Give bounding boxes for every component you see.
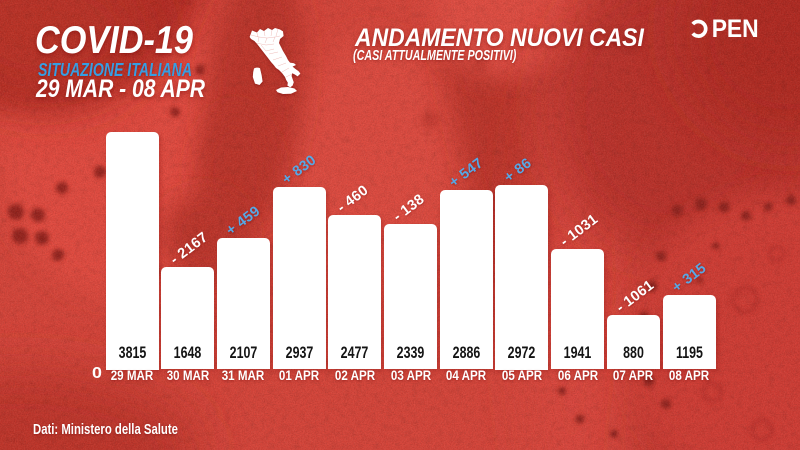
svg-text:PEN: PEN [712, 16, 759, 43]
